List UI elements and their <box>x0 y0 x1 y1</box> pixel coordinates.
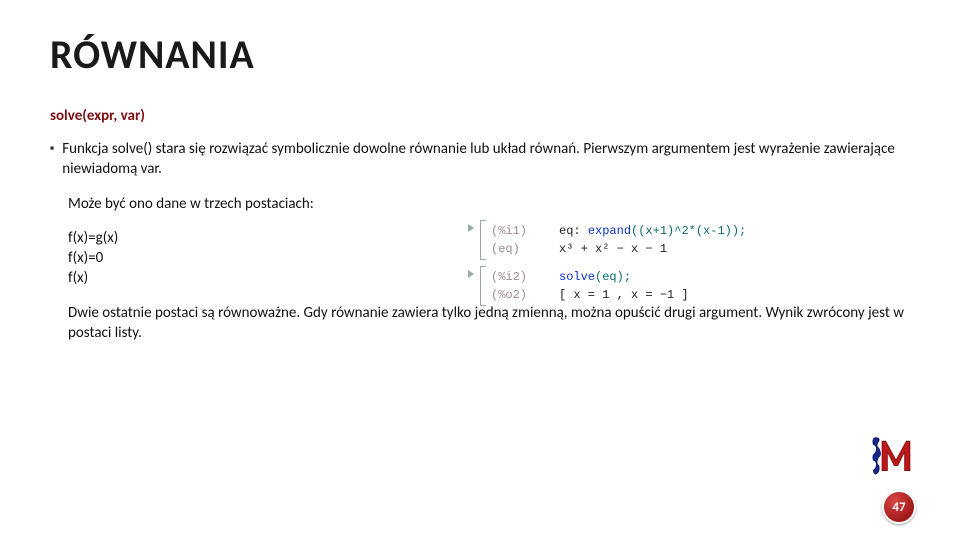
page-title: RÓWNANIA <box>50 30 910 79</box>
code-var: eq <box>559 224 573 238</box>
page-number: 47 <box>892 500 905 515</box>
bullet-row: ▪ Funkcja solve() stara się rozwiązać sy… <box>50 139 910 180</box>
maxima-code-figure: (%i1) eq: expand((x+1)^2*(x-1)); (eq) x³… <box>480 220 850 312</box>
code-cell-1: (%i1) eq: expand((x+1)^2*(x-1)); (eq) x³… <box>480 220 850 260</box>
input-label-1: (%i1) <box>491 222 541 240</box>
code-args-1: ((x+1)^2*(x-1)); <box>631 224 746 238</box>
output-label-1: (eq) <box>491 240 541 258</box>
input-label-2: (%i2) <box>491 268 541 286</box>
input-line-1: eq: expand((x+1)^2*(x-1)); <box>559 222 746 240</box>
slide: RÓWNANIA solve(expr, var) ▪ Funkcja solv… <box>0 0 960 540</box>
paragraph-2: Może być ono dane w trzech postaciach: <box>68 194 910 214</box>
cell-marker-icon <box>468 224 474 232</box>
paragraph-1: Funkcja solve() stara się rozwiązać symb… <box>62 139 910 180</box>
cell-marker-icon <box>468 270 474 278</box>
input-line-2: solve(eq); <box>559 268 631 286</box>
code-fn-solve: solve <box>559 270 595 284</box>
code-args-2: (eq); <box>595 270 631 284</box>
maxima-logo-icon <box>870 430 922 480</box>
output-expr-1: x³ + x² − x − 1 <box>559 240 667 258</box>
code-cell-2: (%i2) solve(eq); (%o2) [ x = 1 , x = −1 … <box>480 266 850 306</box>
code-fn-expand: expand <box>588 224 631 238</box>
function-signature: solve(expr, var) <box>50 107 910 125</box>
output-expr-2: [ x = 1 , x = −1 ] <box>559 286 689 304</box>
output-label-2: (%o2) <box>491 286 541 304</box>
bullet-marker-icon: ▪ <box>50 139 54 159</box>
page-number-badge: 47 <box>882 490 916 524</box>
